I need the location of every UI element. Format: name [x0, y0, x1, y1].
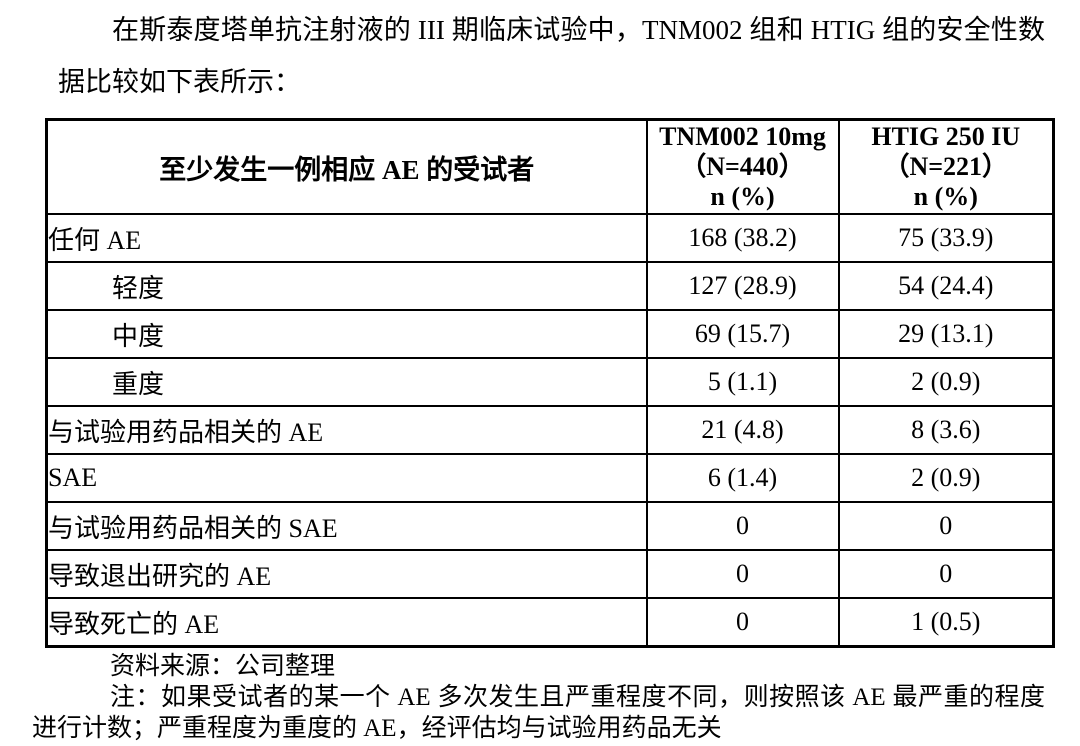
htig-value-cell: 8 (3.6) — [837, 405, 1055, 455]
row-label-cell: 导致退出研究的 AE — [45, 549, 648, 599]
table-header-row: 至少发生一例相应 AE 的受试者 TNM002 10mg （N=440） n (… — [45, 118, 1055, 215]
table-row: 中度 69 (15.7) 29 (13.1) — [45, 309, 1055, 359]
htig-value-cell: 0 — [837, 549, 1055, 599]
tnm002-value-cell: 0 — [645, 597, 840, 648]
tnm002-value-cell: 5 (1.1) — [645, 357, 840, 407]
header-htig-line1: HTIG 250 IU — [871, 122, 1021, 151]
header-htig-cell: HTIG 250 IU （N=221） n (%) — [837, 118, 1055, 215]
tnm002-value-cell: 127 (28.9) — [645, 261, 840, 311]
row-label-cell: 任何 AE — [45, 213, 648, 263]
row-label-cell: 与试验用药品相关的 AE — [45, 405, 648, 455]
safety-data-table: 至少发生一例相应 AE 的受试者 TNM002 10mg （N=440） n (… — [45, 118, 1055, 648]
table-row: 导致死亡的 AE 0 1 (0.5) — [45, 597, 1055, 648]
table-row: 与试验用药品相关的 AE 21 (4.8) 8 (3.6) — [45, 405, 1055, 455]
htig-value-cell: 2 (0.9) — [837, 453, 1055, 503]
tnm002-value-cell: 0 — [645, 501, 840, 551]
tnm002-value-cell: 69 (15.7) — [645, 309, 840, 359]
htig-value-cell: 2 (0.9) — [837, 357, 1055, 407]
htig-value-cell: 75 (33.9) — [837, 213, 1055, 263]
row-label-cell: 与试验用药品相关的 SAE — [45, 501, 648, 551]
header-tnm002-cell: TNM002 10mg （N=440） n (%) — [645, 118, 840, 215]
header-tnm002-line1: TNM002 10mg — [659, 122, 826, 151]
row-label-cell: 中度 — [45, 309, 648, 359]
source-note: 资料来源：公司整理 — [110, 653, 336, 680]
header-tnm002-line3: n (%) — [710, 182, 775, 211]
header-tnm002-line2: （N=440） — [680, 152, 805, 181]
tnm002-value-cell: 168 (38.2) — [645, 213, 840, 263]
row-label-cell: SAE — [45, 453, 648, 503]
row-label-cell: 轻度 — [45, 261, 648, 311]
table-body: 任何 AE 168 (38.2) 75 (33.9) 轻度 127 (28.9)… — [45, 213, 1055, 648]
header-subjects-cell: 至少发生一例相应 AE 的受试者 — [45, 118, 648, 215]
table-row: 导致退出研究的 AE 0 0 — [45, 549, 1055, 599]
table-footer: 资料来源：公司整理 注：如果受试者的某一个 AE 多次发生且严重程度不同，则按照… — [32, 651, 1045, 744]
header-htig-line3: n (%) — [913, 182, 978, 211]
htig-value-cell: 1 (0.5) — [837, 597, 1055, 648]
intro-paragraph: 在斯泰度塔单抗注射液的 III 期临床试验中，TNM002 组和 HTIG 组的… — [58, 15, 1045, 97]
severity-counting-note: 注：如果受试者的某一个 AE 多次发生且严重程度不同，则按照该 AE 最严重的程… — [32, 684, 1045, 742]
table-row: 重度 5 (1.1) 2 (0.9) — [45, 357, 1055, 407]
row-label-cell: 重度 — [45, 357, 648, 407]
htig-value-cell: 0 — [837, 501, 1055, 551]
header-htig-line2: （N=221） — [883, 152, 1009, 181]
table-row: 与试验用药品相关的 SAE 0 0 — [45, 501, 1055, 551]
tnm002-value-cell: 0 — [645, 549, 840, 599]
table-row: 轻度 127 (28.9) 54 (24.4) — [45, 261, 1055, 311]
tnm002-value-cell: 21 (4.8) — [645, 405, 840, 455]
table-row: 任何 AE 168 (38.2) 75 (33.9) — [45, 213, 1055, 263]
htig-value-cell: 54 (24.4) — [837, 261, 1055, 311]
htig-value-cell: 29 (13.1) — [837, 309, 1055, 359]
table-row: SAE 6 (1.4) 2 (0.9) — [45, 453, 1055, 503]
tnm002-value-cell: 6 (1.4) — [645, 453, 840, 503]
row-label-cell: 导致死亡的 AE — [45, 597, 648, 648]
